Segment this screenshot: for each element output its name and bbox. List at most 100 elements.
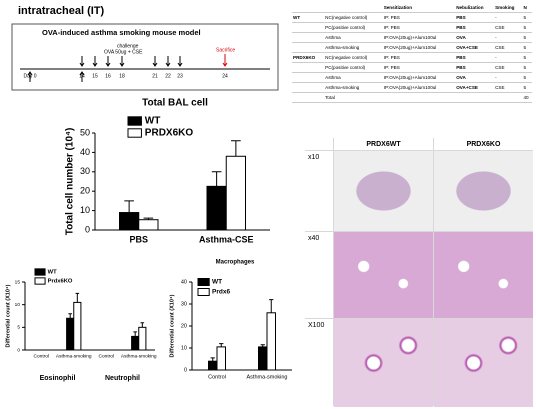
figure: intratracheal (IT) OVA-induced asthma sm… [5,5,292,382]
micrograph [434,151,533,231]
table-cell: Asthma [324,32,383,43]
table-row: Total 40 [292,92,532,103]
table-cell: IP:OVA(20ug)+Alum100ul [382,32,456,43]
table-cell [382,92,456,103]
table-cell: PBS [455,62,495,73]
legend-swatch [127,128,142,138]
table-row: Asthma IP:OVA(20ug)+Alum100ul OVA -5 [292,32,532,43]
error-bar [269,299,274,313]
chart-title: Macrophages [216,260,255,266]
up-arrow [27,71,33,82]
table-cell: PBS [455,22,495,33]
legend-swatch [197,288,210,296]
table-cell: IP:OVA(20ug)+Alum100ul [382,72,456,83]
table-cell: OVA+CSE [455,82,495,93]
bar [138,219,159,231]
legend-label: WT [145,116,161,127]
table-header-cell: Sensitization [382,3,456,13]
legend-label: WT [48,270,57,276]
table-cell: IP: PBS [382,52,456,63]
y-tick-label: 50 [80,127,90,137]
legend-swatch [34,268,46,276]
micrograph [434,319,533,407]
bar [131,335,140,351]
table-cell: IP: PBS [382,62,456,73]
group-table: Sensitization Nebulization Smoking N WT NC(ne… [292,3,532,103]
day-label: 23 [177,73,183,79]
error-bar [143,217,154,220]
bar [208,360,218,371]
x-tick-label: Control [208,374,226,380]
bar [216,346,226,371]
table-cell: 5 [522,72,532,83]
error-bar [68,313,72,319]
y-tick-label: 30 [80,166,90,176]
y-tick-label: 5 [17,325,20,331]
table-cell [292,22,325,33]
table-cell: CSE [494,42,523,53]
day-label: 21 [152,73,158,79]
micrograph [334,319,433,407]
legend-swatch [197,278,210,286]
table-cell [292,62,325,73]
table-cell: PBS [455,12,495,23]
error-bar [211,171,222,187]
table-header: Sensitization Nebulization Smoking N [292,3,532,13]
table-cell: 5 [522,52,532,63]
table-header-cell: Smoking [494,3,523,13]
table-cell: IP: PBS [382,12,456,23]
group-label: Neutrophil [105,375,140,382]
table-cell: PRDX6KO [292,52,325,63]
sacrifice: Sacrifice [216,47,235,53]
day-label: 16 [105,73,111,79]
y-axis-label: Differential count (X10⁴) [5,284,11,347]
error-bar [210,357,215,362]
table-cell [292,72,325,83]
row-label: X100 [305,319,333,407]
table-row: PRDX6KO NC(negative control) IP: PBS PBS -5 [292,52,532,63]
y-axis-label: Total cell number (10⁴) [65,128,76,236]
day-label: 18 [119,73,125,79]
table-cell: - [494,32,523,43]
x-tick-label: PBS [129,234,148,244]
challenge-detail: OVA 50ug + CSE [104,49,143,55]
table-cell: 40 [522,92,532,103]
error-bar [219,343,224,347]
histology-panel: PRDX6WT PRDX6KO x10 x40 X100 [305,138,533,407]
bar [206,185,227,231]
y-tick-label: 10 [15,302,21,308]
bar [119,212,140,231]
x-tick-label: Asthma-smoking [247,374,288,380]
down-arrow [177,56,183,67]
y-tick-label: 40 [80,147,90,157]
group-label: Eosinophil [40,375,76,382]
down-arrow [119,56,125,67]
error-bar [140,322,145,328]
down-arrow [92,56,98,67]
micrograph [334,232,433,318]
legend-swatch [34,277,46,285]
legend-label: Prdx6 [212,289,230,296]
row-label: x40 [305,232,333,318]
legend-label: PRDX6KO [145,128,194,139]
x-tick-label: Asthma-CSE [199,234,254,244]
up-arrow [79,71,85,82]
day-label: 22 [165,73,171,79]
table-cell: 5 [522,22,532,33]
table-cell [292,92,325,103]
table-cell: Asthma-smoking [324,42,383,53]
challenge: challenge [117,43,139,49]
y-tick-label: 10 [80,205,90,215]
table-header-cell: Nebulization [455,3,495,13]
bar [66,317,75,351]
x-tick-label: Asthma-smoking [121,353,157,359]
table-cell: - [494,52,523,63]
table-cell: 5 [522,62,532,73]
y-tick-label: 10 [181,345,187,351]
bar [266,312,276,371]
x-tick-label: Asthma-smoking [56,353,92,359]
table-cell: CSE [494,82,523,93]
table-cell: 5 [522,42,532,53]
y-tick-label: 40 [181,279,187,285]
table-cell: 5 [522,32,532,43]
